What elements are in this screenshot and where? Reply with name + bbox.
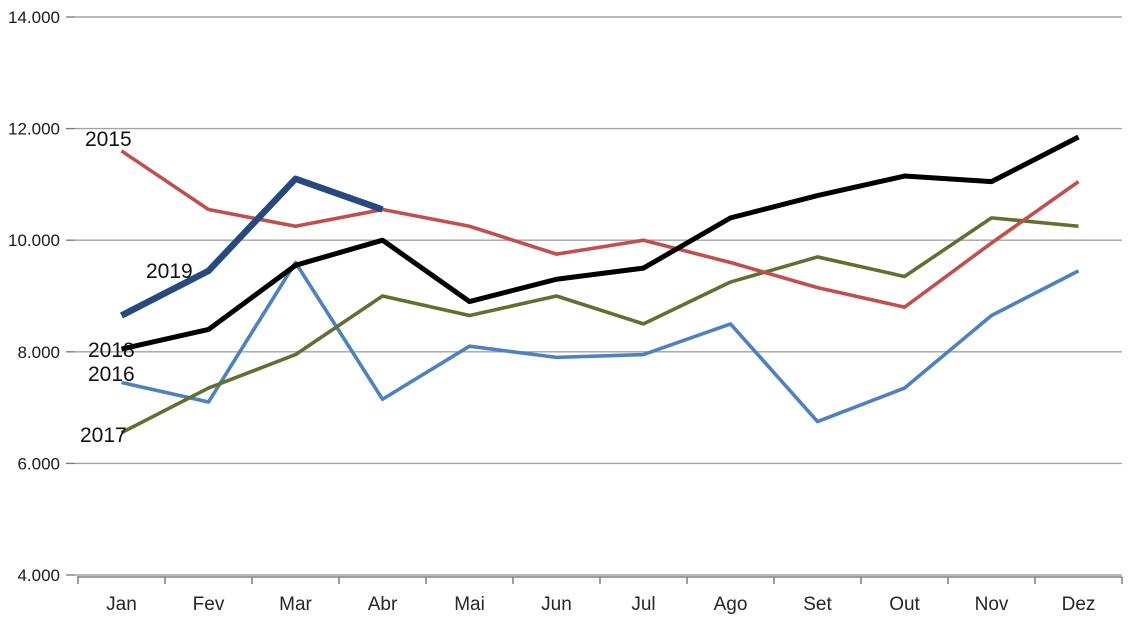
series-line-2017 (120, 216, 1079, 435)
x-axis-label: Dez (1062, 594, 1096, 615)
x-axis-label: Mai (454, 594, 485, 615)
x-axis-label: Fev (193, 594, 225, 615)
y-axis-label: 6.000 (17, 454, 60, 473)
y-axis-label: 14.000 (8, 8, 60, 27)
x-axis-label: Mar (279, 594, 312, 615)
x-axis-label: Jul (631, 594, 655, 615)
series-line-2015 (120, 149, 1080, 309)
x-axis-label: Out (889, 594, 920, 615)
y-axis-label: 10.000 (8, 231, 60, 250)
series-label-2019: 2019 (146, 260, 193, 283)
series-line-2019 (120, 175, 384, 319)
x-axis-label: Jun (541, 594, 572, 615)
x-axis-label: Nov (975, 594, 1009, 615)
x-axis-label: Abr (368, 594, 398, 615)
series-label-2018: 2018 (88, 339, 135, 362)
y-axis-label: 4.000 (17, 566, 60, 585)
x-axis-label: Set (803, 594, 832, 615)
x-axis-label: Jan (106, 594, 137, 615)
series-label-2016: 2016 (88, 363, 135, 386)
series-label-2015: 2015 (85, 128, 132, 151)
y-axis-label: 8.000 (17, 343, 60, 362)
series-label-2017: 2017 (80, 424, 127, 447)
series-line-2016 (121, 260, 1080, 424)
x-axis-label: Ago (714, 594, 748, 615)
series-line-2018 (120, 134, 1080, 352)
y-axis-label: 12.000 (8, 120, 60, 139)
